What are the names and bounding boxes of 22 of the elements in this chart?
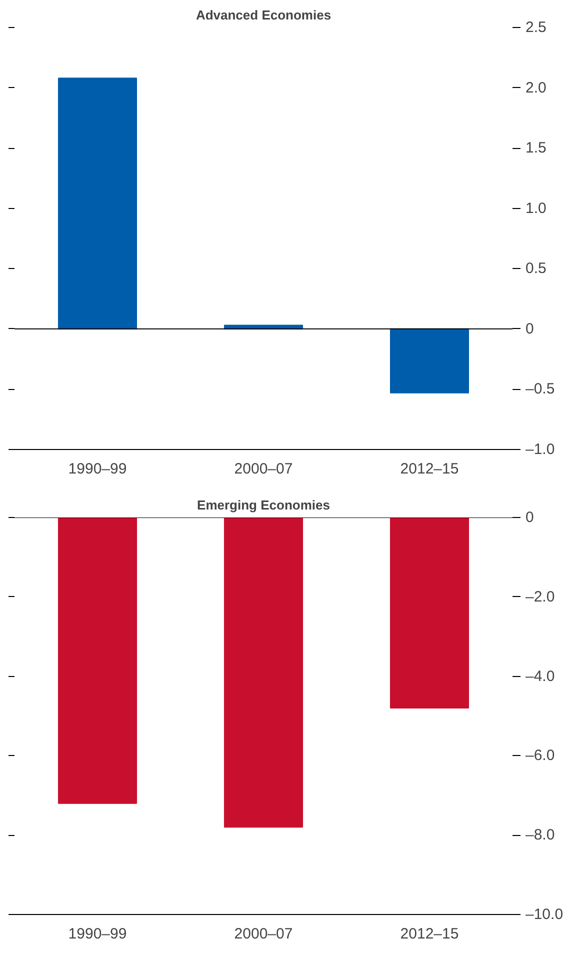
y-tick-label: 2.0	[526, 79, 546, 96]
y-tick-label: 1.5	[526, 140, 546, 157]
x-tick-label: 1990–99	[68, 460, 127, 478]
y-tick-label: –4.0	[526, 668, 555, 685]
y-tick-label: –6.0	[526, 747, 555, 764]
y-tick-label: 0	[526, 320, 534, 338]
y-tick-label: –8.0	[526, 826, 555, 844]
y-tick-label: –10.0	[526, 906, 564, 923]
y-tick-label: 0.5	[526, 260, 546, 278]
y-tick-label: 2.5	[526, 19, 546, 36]
x-tick-label: 1990–99	[68, 926, 127, 942]
x-tick-label: 2012–15	[400, 460, 459, 478]
x-tick-label: 2012–15	[400, 926, 459, 942]
y-tick-label: –2.0	[526, 588, 555, 606]
x-tick-label: 2000–07	[234, 460, 293, 478]
y-tick-label: 0	[526, 509, 534, 526]
y-tick-label: 1.0	[526, 200, 546, 217]
chart-title: Advanced Economies	[196, 8, 332, 22]
x-tick-label: 2000–07	[234, 926, 293, 942]
chart-title: Emerging Economies	[197, 498, 330, 512]
y-tick-label: –1.0	[526, 441, 555, 458]
y-tick-label: –0.5	[526, 380, 555, 398]
